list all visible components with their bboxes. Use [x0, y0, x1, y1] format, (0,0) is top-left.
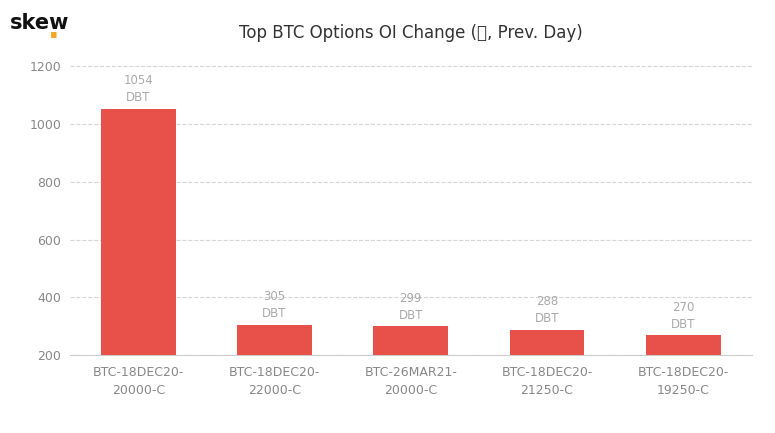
- Text: 270
DBT: 270 DBT: [671, 301, 695, 330]
- Bar: [237, 325, 312, 355]
- Bar: [509, 330, 584, 355]
- Bar: [101, 109, 176, 355]
- Text: 1054
DBT: 1054 DBT: [123, 74, 153, 104]
- Text: 299
DBT: 299 DBT: [398, 292, 423, 322]
- Bar: [646, 335, 721, 355]
- Text: 288
DBT: 288 DBT: [535, 295, 560, 325]
- Text: .: .: [48, 15, 60, 44]
- Title: Top BTC Options OI Change (₿, Prev. Day): Top BTC Options OI Change (₿, Prev. Day): [239, 24, 583, 42]
- Text: 305
DBT: 305 DBT: [262, 291, 287, 320]
- Text: skew: skew: [10, 13, 70, 33]
- Bar: [374, 326, 448, 355]
